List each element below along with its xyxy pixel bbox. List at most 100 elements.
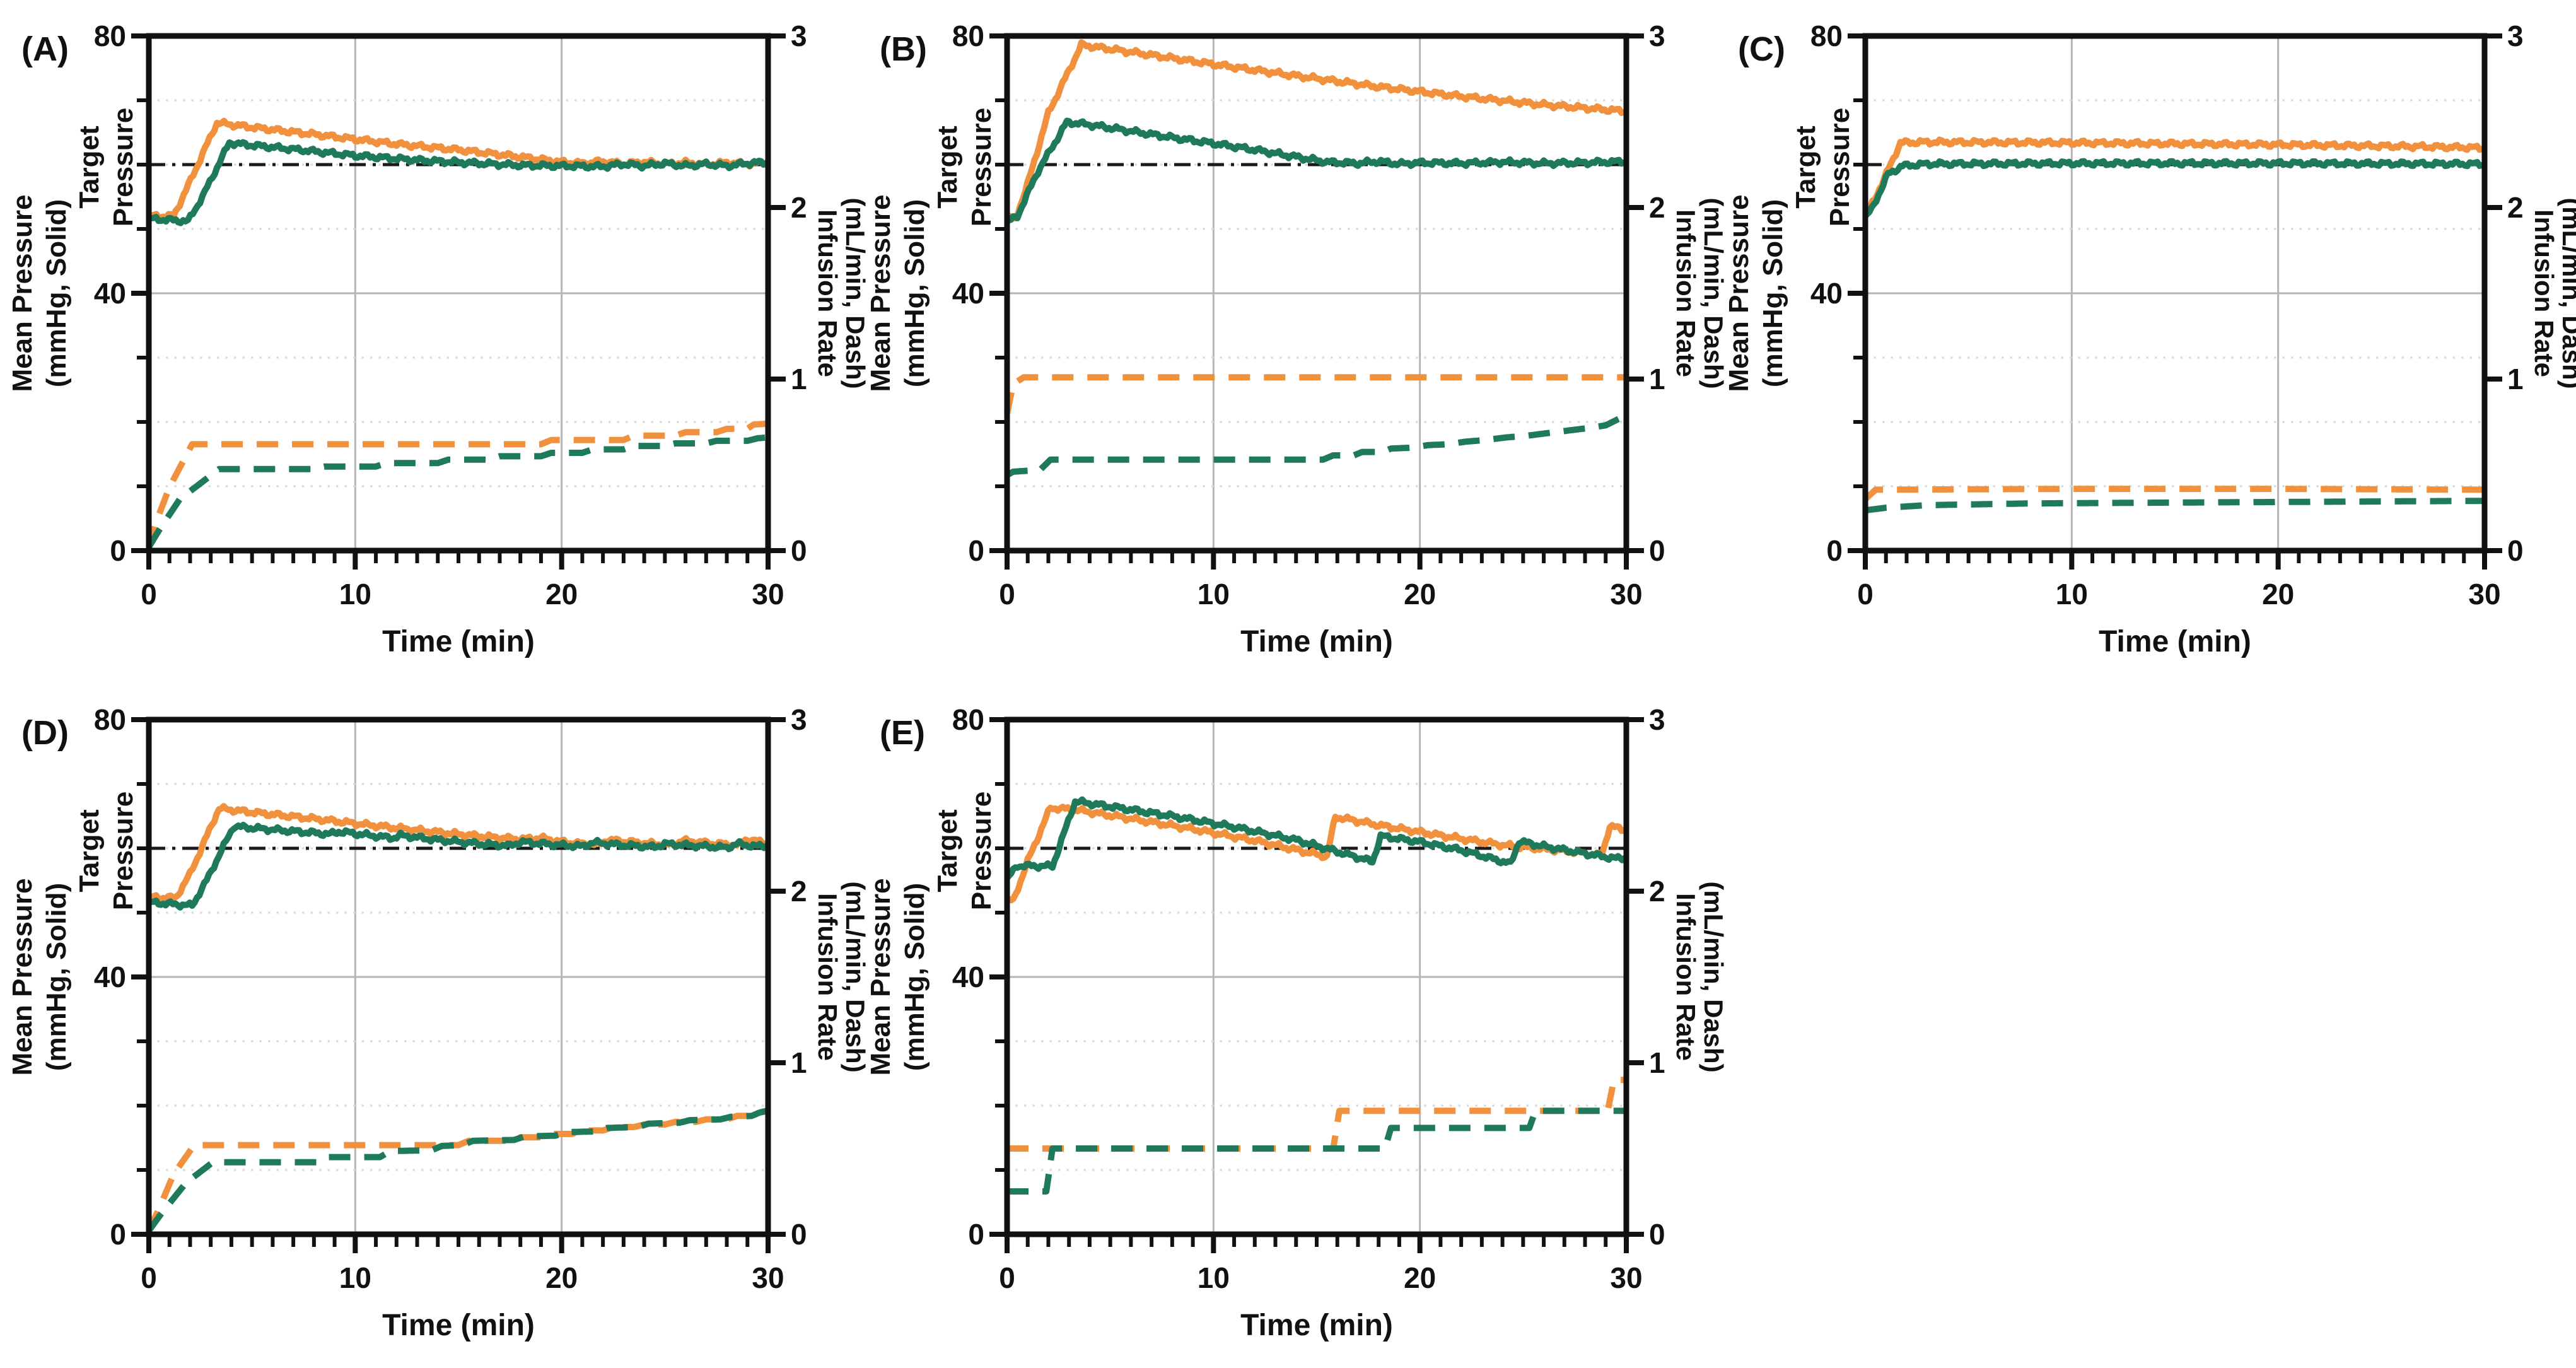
series-infusion-rate-green-dash	[1006, 1108, 1628, 1195]
y-right-axis-title-line1: Infusion Rate	[1671, 209, 1701, 377]
y-left-axis-title-line1: Mean Pressure	[865, 878, 896, 1075]
left-tick-label: 40	[94, 961, 126, 993]
y-right-axis-title-line1: Infusion Rate	[813, 209, 842, 377]
right-tick-label: 0	[791, 534, 807, 567]
x-tick-label: 20	[545, 578, 578, 611]
series-mean-pressure-green-solid	[1005, 796, 1628, 880]
y-right-axis-title-line2: (mL/min, Dash)	[1699, 881, 1728, 1072]
left-tick-label: 40	[1810, 277, 1843, 310]
right-tick-label: 3	[791, 703, 807, 736]
series-mean-pressure-green-solid	[1863, 158, 2486, 218]
right-tick-label: 3	[791, 20, 807, 52]
panel-label: (B)	[880, 30, 927, 68]
series-infusion-rate-orange-dash	[1006, 1077, 1628, 1152]
panel-label: (C)	[1738, 30, 1785, 68]
x-axis-title: Time (min)	[2099, 625, 2251, 658]
x-axis-title: Time (min)	[1240, 1309, 1393, 1342]
target-pressure-label-line1: Target	[1790, 126, 1821, 209]
x-tick-label: 30	[1610, 1261, 1642, 1294]
y-left-axis-title-line1: Mean Pressure	[1723, 194, 1754, 392]
series-mean-pressure-green-solid	[1005, 117, 1628, 225]
series-mean-pressure-orange-solid	[1005, 39, 1628, 222]
x-tick-label: 30	[1610, 578, 1642, 611]
y-right-axis-title-line1: Infusion Rate	[2529, 209, 2559, 377]
x-tick-label: 0	[999, 1261, 1015, 1294]
y-left-axis-title-line1: Mean Pressure	[7, 194, 38, 392]
y-right-axis-title-line2: (mL/min, Dash)	[1699, 197, 1728, 389]
y-left-axis-title-line2: (mmHg, Solid)	[899, 883, 930, 1071]
panel-label: (A)	[21, 30, 69, 68]
plot-frame	[1004, 33, 1629, 554]
x-axis-title: Time (min)	[382, 1309, 535, 1342]
y-left-axis-title-line2: (mmHg, Solid)	[41, 883, 72, 1071]
plot-frame	[146, 716, 771, 1237]
left-tick-label: 40	[952, 961, 984, 993]
series-infusion-rate-green-dash	[1864, 498, 2486, 514]
right-tick-label: 1	[2507, 363, 2524, 395]
x-tick-label: 20	[2262, 578, 2294, 611]
left-tick-label: 0	[110, 534, 126, 567]
left-tick-label: 80	[952, 703, 984, 736]
y-right-axis-title-line1: Infusion Rate	[813, 893, 842, 1061]
target-pressure-label-line2: Pressure	[108, 792, 139, 910]
plot-frame	[146, 33, 771, 554]
x-tick-label: 10	[1198, 1261, 1230, 1294]
target-pressure-label-line2: Pressure	[966, 108, 997, 226]
left-tick-label: 0	[968, 1218, 984, 1251]
right-tick-label: 2	[791, 191, 807, 224]
right-tick-label: 2	[791, 875, 807, 908]
right-tick-label: 3	[1649, 703, 1665, 736]
x-tick-label: 30	[2468, 578, 2500, 611]
right-tick-label: 1	[791, 1046, 807, 1079]
x-tick-label: 20	[1404, 1261, 1436, 1294]
x-tick-label: 30	[752, 578, 784, 611]
x-axis-title: Time (min)	[1240, 625, 1393, 658]
panel-label: (D)	[21, 714, 69, 752]
x-tick-label: 20	[1404, 578, 1436, 611]
panel-D: 0 40 80 0 1 2 3 0 10 20 30 (D) Mean Pressure (mmHg, S…	[0, 684, 870, 1367]
right-tick-label: 0	[791, 1218, 807, 1251]
x-tick-label: 0	[1857, 578, 1874, 611]
x-tick-label: 0	[141, 1261, 157, 1294]
left-tick-label: 0	[1826, 534, 1843, 567]
right-tick-label: 0	[1649, 1218, 1665, 1251]
y-right-axis-title-line2: (mL/min, Dash)	[841, 881, 870, 1072]
left-tick-label: 0	[968, 534, 984, 567]
right-tick-label: 2	[2507, 191, 2524, 224]
right-tick-label: 2	[1649, 875, 1665, 908]
target-pressure-label-line1: Target	[932, 126, 963, 209]
series-infusion-rate-green-dash	[146, 1108, 769, 1233]
y-left-axis-title-line2: (mmHg, Solid)	[41, 199, 72, 387]
left-tick-label: 40	[94, 277, 126, 310]
left-tick-label: 0	[110, 1218, 126, 1251]
x-tick-label: 0	[141, 578, 157, 611]
panel-B: 0 40 80 0 1 2 3 0 10 20 30 (B) Mean Pressure (mmHg, S…	[858, 0, 1728, 684]
left-tick-label: 80	[952, 20, 984, 52]
plot-frame	[1862, 33, 2488, 554]
x-tick-label: 10	[339, 1261, 371, 1294]
x-tick-label: 10	[339, 578, 371, 611]
y-left-axis-title-line1: Mean Pressure	[865, 194, 896, 392]
panel-A: 0 40 80 0 1 2 3 0 10 20 30 (A) Mean Pressure (mmHg, S…	[0, 0, 870, 684]
right-tick-label: 0	[2507, 534, 2524, 567]
panel-C: 0 40 80 0 1 2 3 0 10 20 30 (C) Mean Pressure (mmHg, S…	[1716, 0, 2576, 684]
target-pressure-label-line2: Pressure	[966, 792, 997, 910]
series-infusion-rate-orange-dash	[1004, 374, 1628, 414]
empty-cell	[1716, 684, 2575, 1367]
right-tick-label: 3	[2507, 20, 2524, 52]
left-tick-label: 80	[94, 20, 126, 52]
right-tick-label: 2	[1649, 191, 1665, 224]
y-right-axis-title-line2: (mL/min, Dash)	[2557, 197, 2576, 389]
right-tick-label: 1	[1649, 1046, 1665, 1079]
y-right-axis-title-line1: Infusion Rate	[1671, 893, 1701, 1061]
panel-E: 0 40 80 0 1 2 3 0 10 20 30 (E) Mean Pressure (mmHg, S…	[858, 684, 1728, 1367]
left-tick-label: 80	[1810, 20, 1843, 52]
target-pressure-label-line2: Pressure	[1824, 108, 1855, 226]
y-left-axis-title-line2: (mmHg, Solid)	[1757, 199, 1788, 387]
series-mean-pressure-orange-solid	[1006, 804, 1628, 904]
target-pressure-label-line2: Pressure	[108, 108, 139, 226]
